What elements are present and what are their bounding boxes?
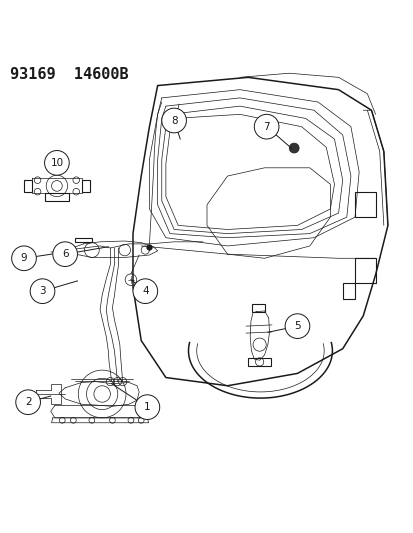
Text: 1: 1 — [144, 402, 150, 412]
Circle shape — [16, 390, 40, 415]
Text: 6: 6 — [62, 249, 68, 259]
Circle shape — [289, 143, 298, 153]
Text: 93169  14600B: 93169 14600B — [9, 67, 128, 82]
Text: 2: 2 — [25, 397, 31, 407]
Text: 4: 4 — [142, 286, 148, 296]
Text: 5: 5 — [294, 321, 300, 331]
Circle shape — [30, 279, 55, 303]
Circle shape — [254, 115, 278, 139]
Circle shape — [53, 242, 77, 266]
Text: 10: 10 — [50, 158, 63, 168]
Circle shape — [135, 395, 159, 419]
Circle shape — [133, 279, 157, 303]
Text: 9: 9 — [21, 253, 27, 263]
Circle shape — [161, 108, 186, 133]
Text: 3: 3 — [39, 286, 46, 296]
Text: 7: 7 — [263, 122, 269, 132]
Circle shape — [12, 246, 36, 271]
Text: 8: 8 — [171, 116, 177, 125]
Circle shape — [285, 314, 309, 338]
Circle shape — [45, 150, 69, 175]
